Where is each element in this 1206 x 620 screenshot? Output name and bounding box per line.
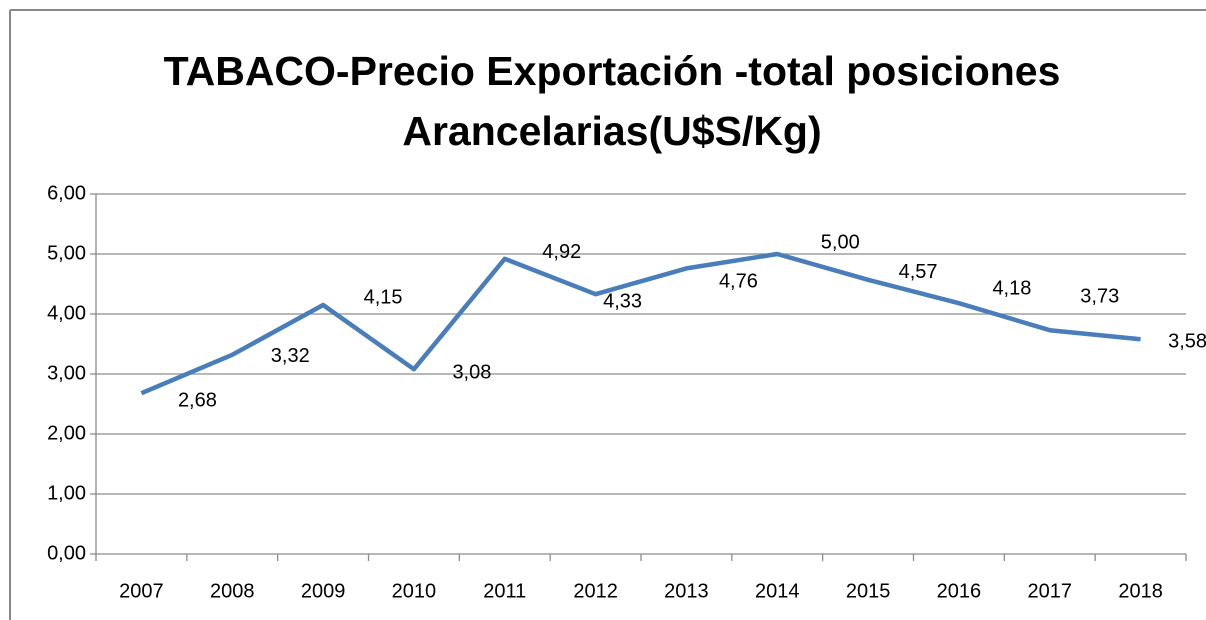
data-label: 4,33: [603, 290, 642, 312]
data-label: 2,68: [178, 389, 217, 411]
chart-title: Arancelarias(U$S/Kg): [402, 108, 821, 154]
data-label: 3,32: [271, 345, 310, 367]
data-label: 3,58: [1168, 330, 1206, 352]
y-tick-label: 3,00: [47, 362, 86, 384]
x-tick-label: 2011: [483, 580, 526, 602]
data-label: 4,92: [542, 241, 581, 263]
x-tick-label: 2018: [1118, 580, 1163, 602]
data-label: 4,57: [899, 261, 938, 283]
x-tick-label: 2012: [573, 580, 618, 602]
data-label: 3,73: [1080, 285, 1119, 307]
data-label: 3,08: [452, 361, 491, 383]
x-tick-label: 2014: [755, 580, 800, 602]
y-tick-label: 4,00: [47, 302, 86, 324]
data-label: 4,15: [364, 286, 403, 308]
x-tick-label: 2010: [392, 580, 437, 602]
data-label: 5,00: [821, 231, 860, 253]
x-tick-label: 2008: [210, 580, 255, 602]
y-tick-label: 1,00: [47, 482, 86, 504]
x-tick-label: 2016: [937, 580, 982, 602]
y-tick-label: 0,00: [47, 542, 86, 564]
y-tick-label: 6,00: [47, 182, 86, 204]
x-tick-label: 2013: [664, 580, 709, 602]
x-tick-label: 2007: [119, 580, 164, 602]
data-label: 4,76: [719, 271, 758, 293]
x-tick-label: 2009: [301, 580, 346, 602]
x-tick-label: 2017: [1028, 580, 1073, 602]
chart-title: TABACO-Precio Exportación -total posicio…: [164, 48, 1061, 94]
y-tick-label: 5,00: [47, 242, 86, 264]
line: [140, 251, 1141, 396]
data-label: 4,18: [992, 277, 1031, 299]
y-tick-label: 2,00: [47, 422, 86, 444]
x-tick-label: 2015: [846, 580, 891, 602]
